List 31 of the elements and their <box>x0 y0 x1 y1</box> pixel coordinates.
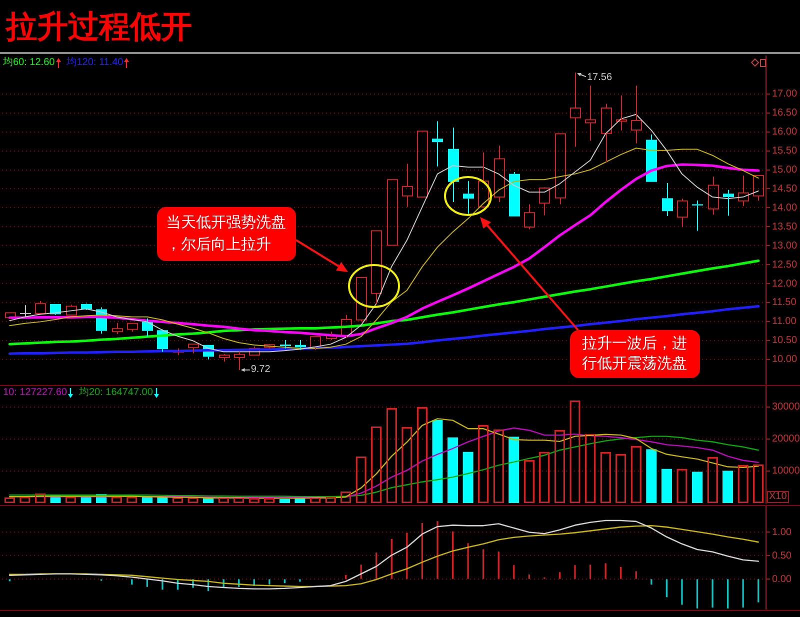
y-tick-label: 13.00 <box>772 240 798 252</box>
y-tick-label: 13.50 <box>772 221 798 232</box>
y-tick-label: 14.50 <box>772 183 798 194</box>
annotation: 9.72 <box>250 364 270 376</box>
y-tick-label: 10.00 <box>772 354 798 366</box>
text: 均60: 12.60 <box>3 57 55 68</box>
chart-title: 拉升过程低开 <box>6 9 192 45</box>
text: 均120: 11.40 <box>66 57 124 68</box>
y-tick-label: 0.00 <box>772 574 792 585</box>
y-tick-label: 16.00 <box>772 126 798 138</box>
y-tick-label: 15.50 <box>772 146 798 157</box>
y-tick-label: 0.50 <box>772 550 792 562</box>
y-tick-label: 11.00 <box>772 316 797 328</box>
y-tick-label: 10.50 <box>772 335 798 346</box>
annotation: 当天低开强势洗盘，尔后向上拉升 <box>157 207 296 261</box>
y-tick-label: 12.50 <box>772 259 798 270</box>
y-tick-label: 1.00 <box>772 526 792 538</box>
y-tick-label: 20000 <box>772 434 800 445</box>
y-tick-label: 17.00 <box>772 88 798 100</box>
y-tick-label: 14.00 <box>772 202 798 214</box>
text: 均20: 164747.00 <box>78 387 153 398</box>
text: 10: 127227.60 <box>3 387 67 398</box>
y-tick-label: 11.50 <box>772 297 797 308</box>
y-tick-label: 30000 <box>772 402 800 413</box>
y-tick-label: 16.50 <box>772 108 798 119</box>
annotation: 17.56 <box>587 72 612 83</box>
annotation: 拉升一波后，进行低开震荡洗盘 <box>570 330 700 378</box>
y-tick-label: 12.00 <box>772 278 798 290</box>
y-tick-label: 15.00 <box>772 164 798 176</box>
y-tick-label: 10000 <box>772 466 800 477</box>
text: X10 <box>767 491 789 503</box>
